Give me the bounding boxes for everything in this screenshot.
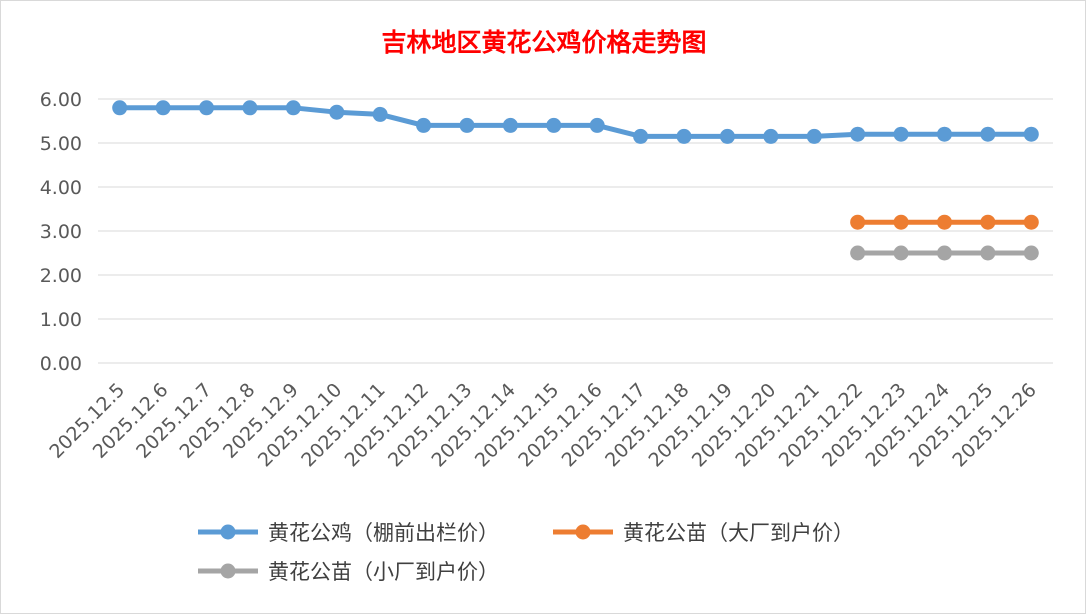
data-point bbox=[936, 245, 952, 261]
data-point bbox=[936, 126, 952, 142]
data-point bbox=[806, 128, 822, 144]
data-point bbox=[850, 245, 866, 261]
chart-title: 吉林地区黄花公鸡价格走势图 bbox=[381, 28, 707, 57]
grid-lines bbox=[98, 98, 1053, 364]
legend-swatch-marker bbox=[220, 563, 236, 579]
y-tick-label: 4.00 bbox=[40, 177, 82, 199]
data-point bbox=[850, 214, 866, 230]
data-point bbox=[155, 100, 171, 116]
data-point bbox=[242, 100, 258, 116]
data-point bbox=[719, 128, 735, 144]
legend-label: 黄花公苗（大厂到户价） bbox=[623, 521, 854, 545]
data-point bbox=[112, 100, 128, 116]
data-point bbox=[980, 214, 996, 230]
y-tick-label: 3.00 bbox=[40, 221, 82, 243]
y-tick-label: 5.00 bbox=[40, 133, 82, 155]
data-point bbox=[893, 214, 909, 230]
x-axis-ticks: 2025.12.52025.12.62025.12.72025.12.82025… bbox=[45, 379, 1041, 471]
data-point bbox=[546, 117, 562, 133]
y-tick-label: 2.00 bbox=[40, 265, 82, 287]
legend: 黄花公鸡（棚前出栏价） 黄花公苗（大厂到户价） 黄花公苗（小厂到户价） bbox=[198, 521, 854, 584]
y-tick-label: 0.00 bbox=[40, 353, 82, 375]
data-point bbox=[850, 126, 866, 142]
y-tick-label: 1.00 bbox=[40, 309, 82, 331]
data-point bbox=[285, 100, 301, 116]
data-point bbox=[1023, 126, 1039, 142]
legend-swatch-marker bbox=[575, 524, 591, 540]
data-point bbox=[936, 214, 952, 230]
data-point bbox=[633, 128, 649, 144]
series-line-1 bbox=[119, 105, 1032, 139]
data-point bbox=[459, 117, 475, 133]
data-point bbox=[416, 117, 432, 133]
legend-label: 黄花公苗（小厂到户价） bbox=[268, 560, 499, 584]
data-point bbox=[763, 128, 779, 144]
y-tick-label: 6.00 bbox=[40, 89, 82, 111]
data-point bbox=[502, 117, 518, 133]
data-point bbox=[893, 245, 909, 261]
legend-label: 黄花公鸡（棚前出栏价） bbox=[268, 521, 499, 545]
series-lines bbox=[112, 100, 1039, 261]
data-point bbox=[329, 104, 345, 120]
legend-swatch-marker bbox=[220, 524, 236, 540]
data-point bbox=[199, 100, 215, 116]
data-point bbox=[980, 245, 996, 261]
data-point bbox=[893, 126, 909, 142]
y-axis-ticks: 0.00 1.00 2.00 3.00 4.00 5.00 6.00 bbox=[40, 89, 82, 375]
data-point bbox=[676, 128, 692, 144]
data-point bbox=[1023, 214, 1039, 230]
data-point bbox=[589, 117, 605, 133]
data-point bbox=[1023, 245, 1039, 261]
data-point bbox=[372, 106, 388, 122]
data-point bbox=[980, 126, 996, 142]
